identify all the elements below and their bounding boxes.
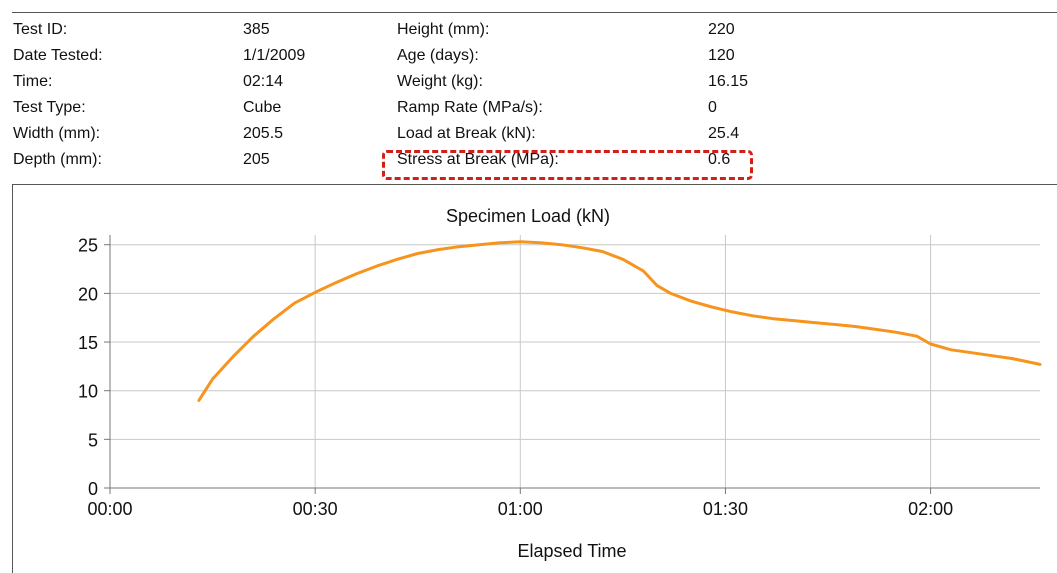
y-tick-label: 5: [88, 430, 98, 450]
time-label: Time:: [13, 73, 53, 90]
depth-value: 205: [243, 151, 270, 168]
x-tick-label: 01:30: [703, 499, 748, 519]
chart-axes: [104, 235, 1040, 494]
weight-label: Weight (kg):: [397, 73, 483, 90]
age-value: 120: [708, 47, 735, 64]
age-label: Age (days):: [397, 47, 479, 64]
top-border: [12, 12, 1057, 13]
height-label: Height (mm):: [397, 21, 490, 38]
ramp-rate-label: Ramp Rate (MPa/s):: [397, 99, 543, 116]
y-tick-label: 20: [78, 284, 98, 304]
width-label: Width (mm):: [13, 125, 101, 142]
x-tick-label: 00:00: [87, 499, 132, 519]
time-value: 02:14: [243, 73, 284, 90]
weight-value: 16.15: [708, 73, 749, 90]
y-tick-label: 10: [78, 382, 98, 402]
depth-label: Depth (mm):: [13, 151, 102, 168]
y-tick-label: 0: [88, 479, 98, 499]
test-id-value: 385: [243, 21, 270, 38]
x-tick-label: 00:30: [293, 499, 338, 519]
chart-series: [197, 240, 1042, 402]
test-type-label: Test Type:: [13, 99, 86, 116]
test-id-label: Test ID:: [13, 21, 68, 38]
x-axis-label: Elapsed Time: [517, 541, 626, 561]
x-tick-labels: 00:00 00:30 01:00 01:30 02:00: [87, 499, 953, 519]
x-tick-label: 01:00: [498, 499, 543, 519]
height-value: 220: [708, 21, 735, 38]
load-at-break-label: Load at Break (kN):: [397, 125, 536, 142]
ramp-rate-value: 0: [708, 99, 717, 116]
stress-highlight-box: [382, 150, 753, 180]
load-at-break-value: 25.4: [708, 125, 740, 142]
stress-at-break-label: Stress at Break (MPa):: [397, 151, 559, 168]
date-tested-label: Date Tested:: [13, 47, 103, 64]
x-tick-label: 02:00: [908, 499, 953, 519]
chart-frame: [12, 184, 1057, 573]
test-type-value: Cube: [243, 99, 282, 116]
y-tick-label: 15: [78, 333, 98, 353]
date-tested-value: 1/1/2009: [243, 47, 306, 64]
stress-at-break-value: 0.6: [708, 151, 731, 168]
chart-title: Specimen Load (kN): [446, 206, 610, 226]
y-tick-label: 25: [78, 236, 98, 256]
load-series-line: [197, 240, 1042, 402]
y-tick-labels: 0 5 10 15 20 25: [78, 236, 98, 499]
chart-grid: [110, 235, 1040, 488]
specimen-info-panel: Test ID: 385 Height (mm): 220 Date Teste…: [0, 20, 1057, 185]
width-value: 205.5: [243, 125, 284, 142]
